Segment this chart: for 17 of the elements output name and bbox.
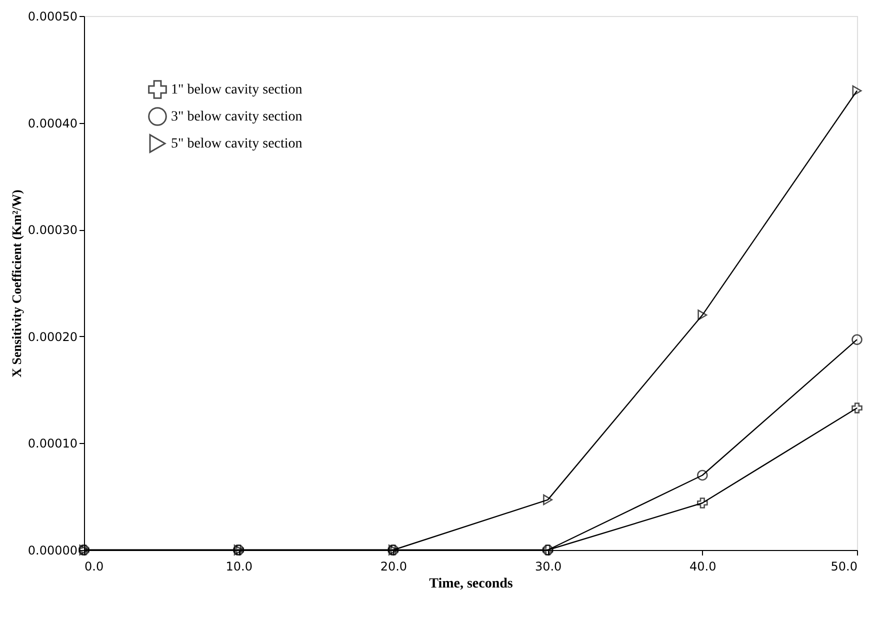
x-tick-label: 0.0: [84, 560, 104, 574]
x-axis-title: Time, seconds: [429, 576, 514, 592]
y-tick-label: 0.00040: [28, 116, 78, 130]
y-tick-label: 0.00050: [28, 10, 78, 24]
y-axis-title: X Sensitivity Coefficient (Km²/W): [8, 190, 24, 378]
legend-label: 1" below cavity section: [171, 82, 302, 98]
legend-label: 5" below cavity section: [171, 136, 302, 152]
x-tick-label: 10.0: [226, 560, 252, 574]
x-tick-label: 30.0: [534, 560, 562, 574]
y-tick-label: 0.00000: [28, 544, 78, 558]
x-tick-label: 40.0: [690, 560, 716, 574]
x-tick-label: 50.0: [830, 560, 858, 574]
legend-label: 3" below cavity section: [171, 110, 302, 124]
x-tick-label: 20.0: [380, 560, 408, 574]
y-tick-label: 0.00030: [28, 223, 78, 238]
y-tick-label: 0.00010: [28, 436, 78, 451]
y-tick-label: 0.00020: [28, 330, 78, 344]
